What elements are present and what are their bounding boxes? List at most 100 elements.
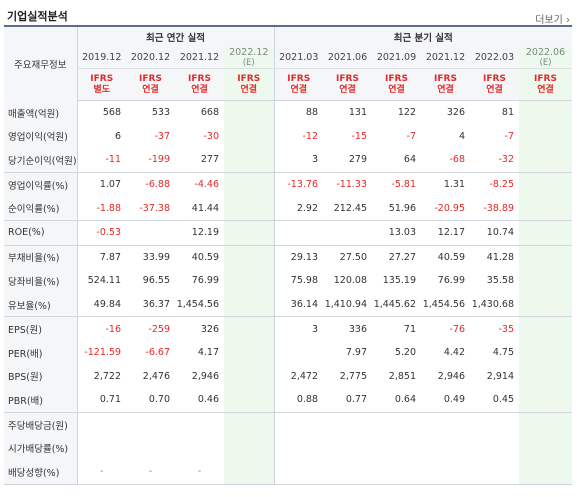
ifrs-label: IFRS bbox=[188, 73, 211, 84]
table-cell bbox=[519, 172, 573, 197]
row-label: 당기순이익(억원) bbox=[4, 148, 78, 173]
table-cell bbox=[224, 364, 275, 389]
table-cell: 277 bbox=[175, 148, 224, 173]
table-row: PBR(배) 0.71 0.70 0.46 0.88 0.77 0.64 0.49 0.45 bbox=[4, 388, 573, 413]
period-label: 2020.12 bbox=[130, 52, 171, 63]
period-header: 2022.06 (E) bbox=[519, 47, 573, 69]
table-row: 배당성향(%) - - - bbox=[4, 459, 573, 485]
table-cell bbox=[519, 436, 573, 460]
table-cell: 13.03 bbox=[372, 220, 421, 246]
table-cell: -199 bbox=[126, 148, 175, 173]
table-cell bbox=[175, 436, 224, 460]
table-cell: 76.99 bbox=[437, 275, 465, 287]
ifrs-label: IFRS bbox=[534, 73, 557, 84]
table-cell: -11.33 bbox=[336, 179, 367, 191]
ifrs-label: IFRS bbox=[434, 73, 457, 84]
table-cell bbox=[519, 269, 573, 293]
annual-group-header: 최근 연간 실적 bbox=[77, 26, 275, 47]
table-cell: 36.37 bbox=[126, 292, 175, 318]
table-cell bbox=[224, 269, 275, 293]
table-cell: 49.84 bbox=[77, 292, 126, 318]
more-link[interactable]: 더보기 › bbox=[535, 15, 570, 26]
table-cell: 2.92 bbox=[274, 196, 323, 221]
table-cell: 41.28 bbox=[486, 251, 514, 263]
table-cell bbox=[372, 436, 421, 460]
table-cell bbox=[224, 172, 275, 197]
table-row: EPS(원) -16 -259 326 3 336 71 -76 -35 bbox=[4, 316, 573, 341]
table-cell bbox=[126, 220, 175, 246]
table-cell: 131 bbox=[348, 107, 367, 119]
table-cell: -7 bbox=[504, 130, 514, 142]
period-header: 2021.03 bbox=[274, 47, 323, 69]
table-cell: 2,946 bbox=[437, 370, 465, 382]
table-row: 매출액(억원) 568 533 668 88 131 122 326 81 bbox=[4, 100, 573, 125]
table-cell: 5.20 bbox=[394, 347, 416, 359]
table-row: 주당배당금(원) bbox=[4, 412, 573, 437]
table-cell: 279 bbox=[323, 148, 372, 173]
ifrs-label: 연결 bbox=[437, 84, 454, 95]
table-cell: -7 bbox=[406, 130, 416, 142]
table-cell bbox=[126, 436, 175, 460]
period-header: 2021.09 bbox=[372, 47, 421, 69]
table-cell: 1,430.68 bbox=[470, 292, 519, 318]
table-cell bbox=[372, 459, 421, 485]
table-cell bbox=[470, 436, 519, 460]
table-cell bbox=[224, 412, 275, 437]
period-label: 2021.12 bbox=[425, 52, 466, 63]
section-title: 기업실적분석 bbox=[7, 10, 68, 23]
table-cell: 12.17 bbox=[421, 220, 470, 246]
table-cell: 3 bbox=[311, 323, 318, 335]
period-label: 2022.06 bbox=[525, 47, 566, 58]
table-cell bbox=[470, 412, 519, 436]
table-cell: -38.89 bbox=[470, 196, 519, 221]
table-cell: 71 bbox=[403, 323, 416, 335]
table-cell: 96.55 bbox=[142, 275, 170, 287]
table-cell bbox=[519, 100, 573, 125]
corner-label: 주요재무정보 bbox=[4, 26, 78, 101]
table-cell bbox=[421, 436, 470, 460]
table-cell: - bbox=[77, 459, 126, 485]
period-header: 2019.12 bbox=[77, 47, 126, 69]
table-cell: 326 bbox=[200, 323, 219, 335]
period-header: 2021.12 bbox=[421, 47, 470, 69]
ifrs-label: 연결 bbox=[486, 84, 503, 95]
table-cell bbox=[274, 459, 323, 485]
table-cell: 2,775 bbox=[339, 370, 367, 382]
table-cell: 10.74 bbox=[470, 220, 519, 246]
table-cell: 4.42 bbox=[443, 347, 465, 359]
period-label: 2021.12 bbox=[179, 52, 220, 63]
table-cell bbox=[519, 340, 573, 365]
table-cell: 0.77 bbox=[323, 388, 372, 413]
table-row: 당기순이익(억원) -11 -199 277 3 279 64 -68 -32 bbox=[4, 148, 573, 173]
table-cell: 4.17 bbox=[197, 347, 219, 359]
table-cell: -37.38 bbox=[126, 196, 175, 221]
table-cell bbox=[519, 196, 573, 221]
table-cell bbox=[519, 459, 573, 485]
ifrs-label: IFRS bbox=[483, 73, 506, 84]
row-label: 시가배당률(%) bbox=[4, 436, 78, 460]
row-label: ROE(%) bbox=[4, 220, 78, 246]
table-cell: 0.45 bbox=[470, 388, 519, 413]
table-cell bbox=[224, 340, 275, 365]
table-cell bbox=[372, 412, 421, 436]
table-cell: 7.97 bbox=[345, 347, 367, 359]
table-cell: 1.07 bbox=[99, 179, 121, 191]
ifrs-header: IFRS 별도 bbox=[77, 68, 126, 101]
table-cell bbox=[519, 388, 573, 413]
ifrs-label: IFRS bbox=[139, 73, 162, 84]
table-cell: -32 bbox=[470, 148, 519, 173]
table-row: 부채비율(%) 7.87 33.99 40.59 29.13 27.50 27.27 40.5… bbox=[4, 245, 573, 270]
table-cell: 1.31 bbox=[443, 179, 465, 191]
table-cell: 0.49 bbox=[421, 388, 470, 413]
table-cell: 524.11 bbox=[87, 275, 121, 287]
table-cell bbox=[224, 459, 275, 485]
table-cell bbox=[519, 245, 573, 270]
table-cell: 2,851 bbox=[388, 370, 416, 382]
table-cell: 6 bbox=[114, 130, 121, 142]
table-cell: 0.71 bbox=[77, 388, 126, 413]
ifrs-header: IFRS 연결 bbox=[519, 68, 573, 101]
row-label: 당좌비율(%) bbox=[4, 269, 78, 293]
table-cell bbox=[323, 412, 372, 436]
row-label: 배당성향(%) bbox=[4, 459, 78, 485]
table-cell: 1,410.94 bbox=[323, 292, 372, 318]
